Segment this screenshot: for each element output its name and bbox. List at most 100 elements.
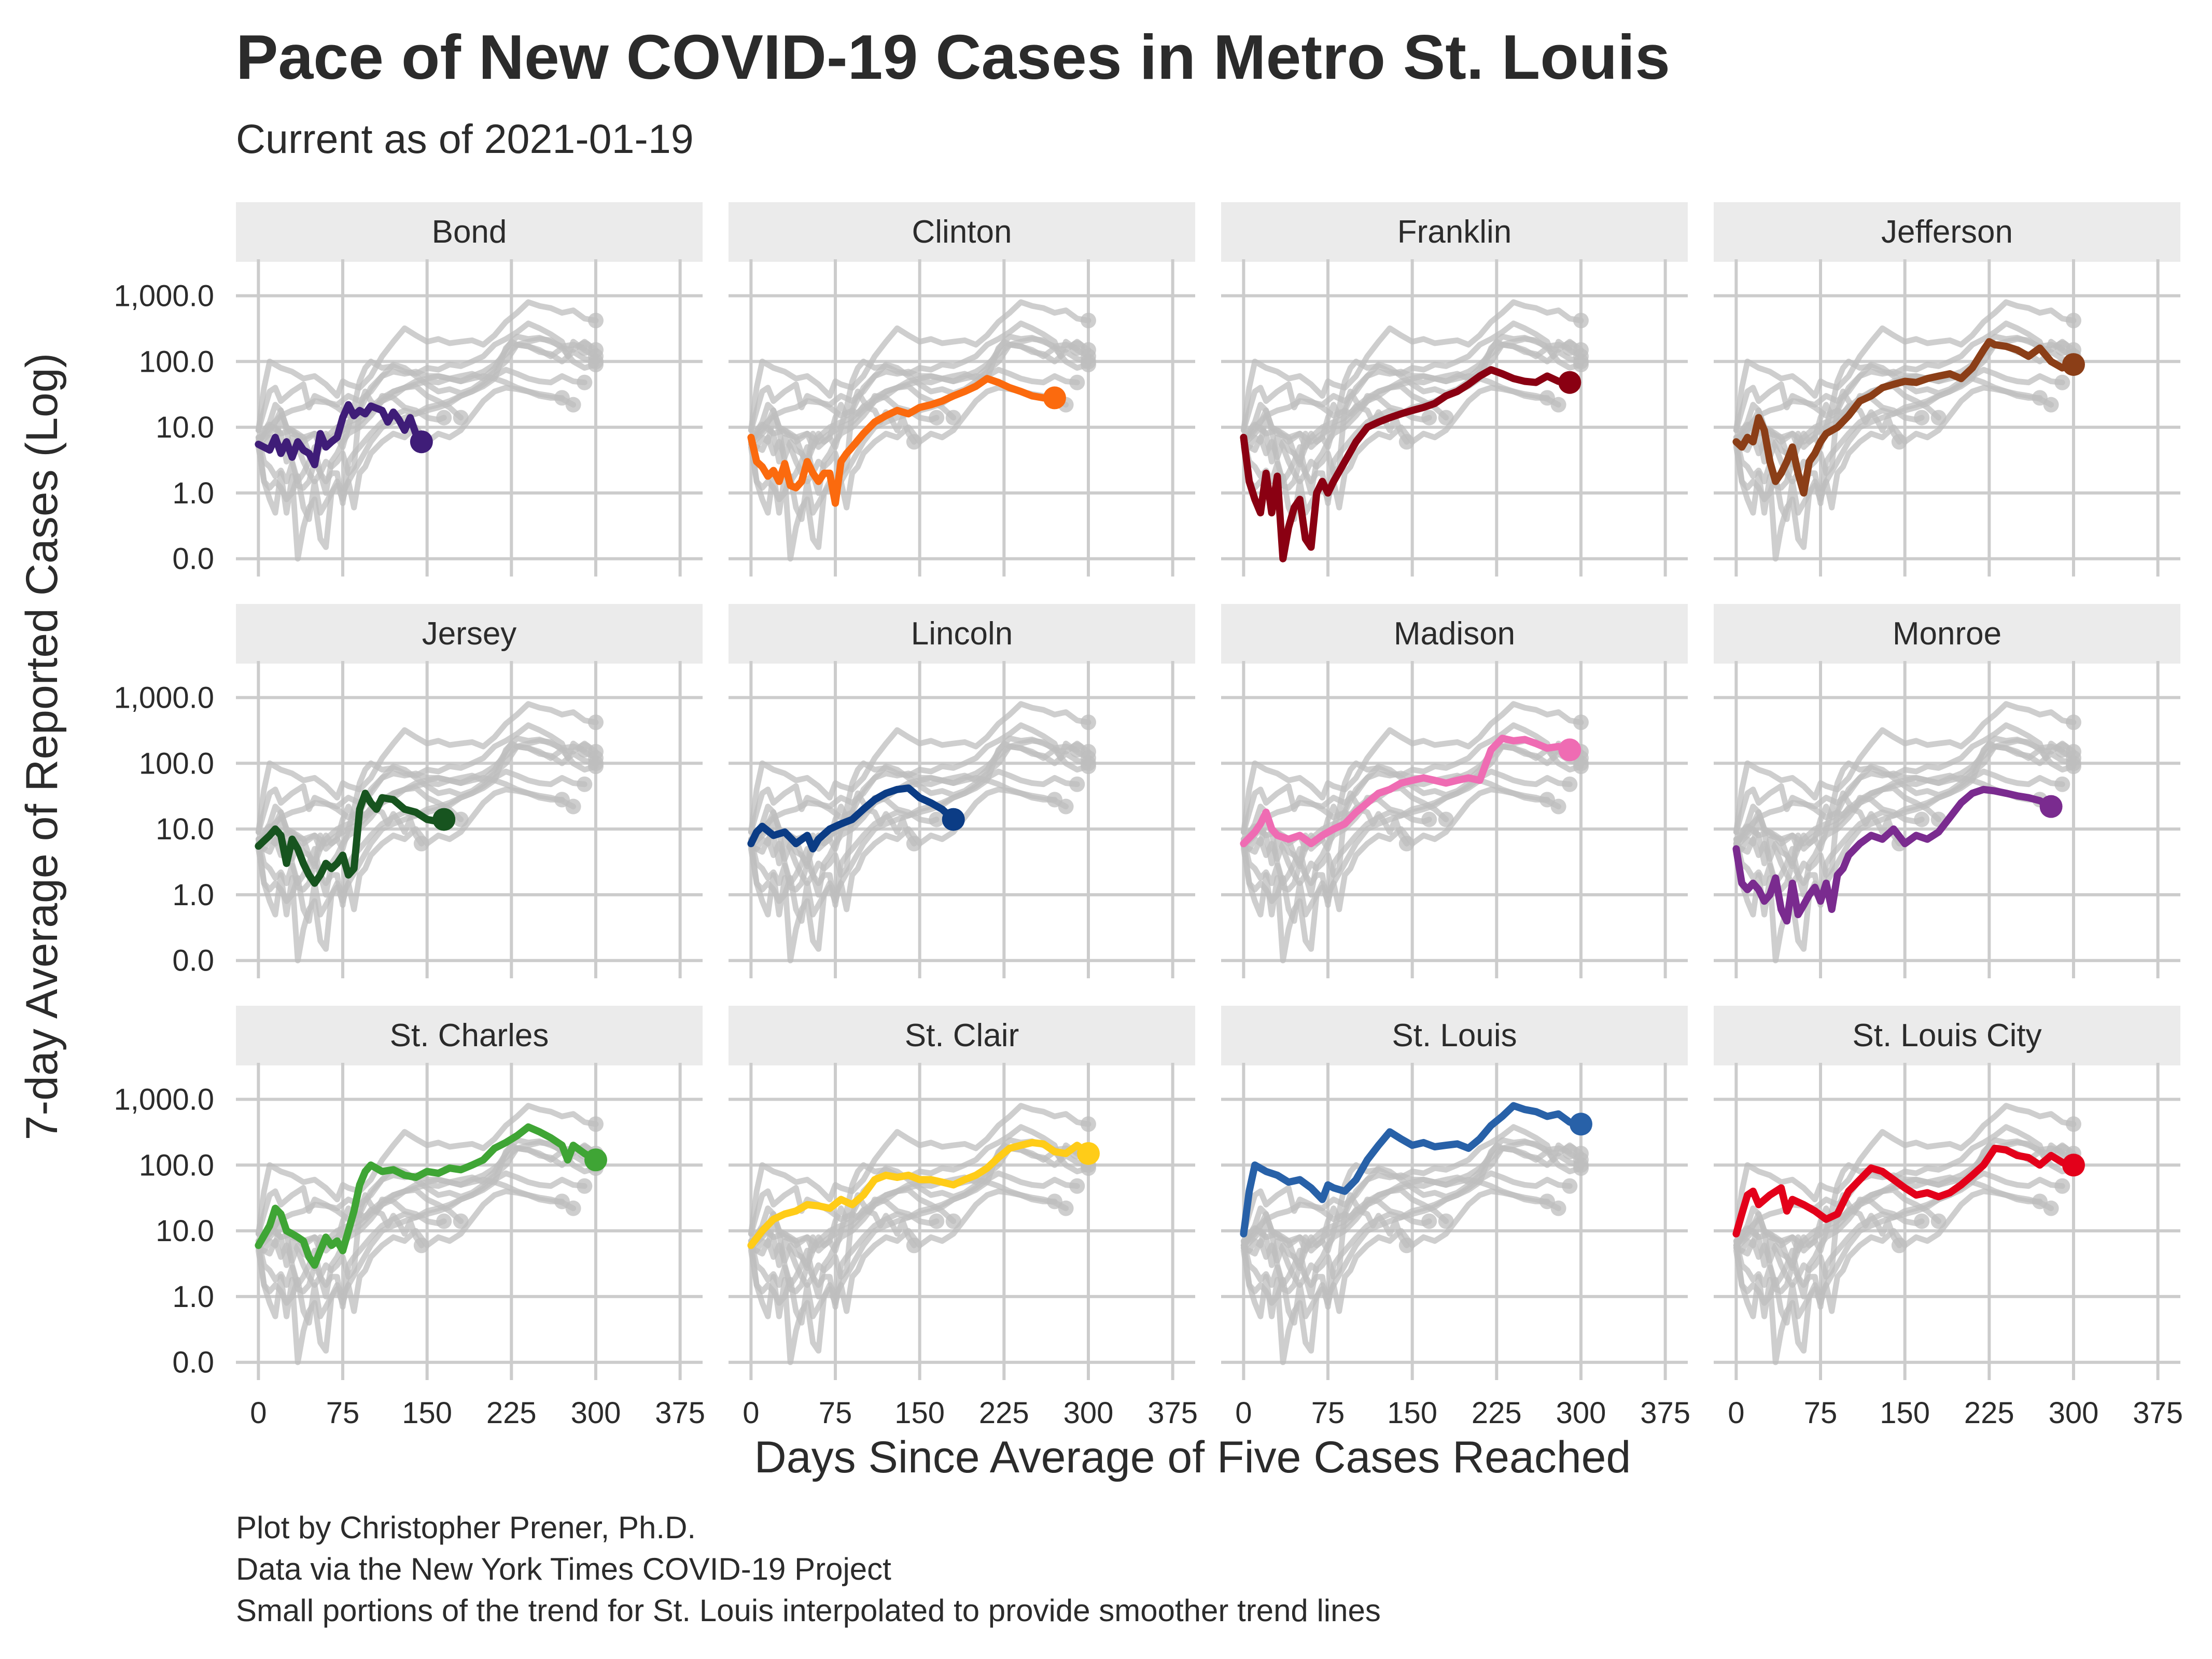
series-endpoint-background-st-louis-city	[1573, 755, 1589, 771]
series-endpoint-monroe	[2039, 795, 2063, 818]
panel-jefferson: Jefferson	[1714, 202, 2180, 577]
panel-lincoln: Lincoln	[729, 604, 1195, 978]
series-line-background-st-louis-city	[1240, 1145, 1584, 1237]
series-line-st-louis-city	[1732, 1144, 2077, 1238]
series-line-jersey	[255, 790, 448, 887]
series-endpoint-background-monroe	[1550, 397, 1566, 413]
series-endpoint-background-franklin	[577, 776, 593, 792]
series-endpoint-background-jersey	[436, 410, 452, 426]
series-endpoint-background-st-clair	[1080, 342, 1096, 358]
series-endpoint-background-st-louis	[587, 313, 604, 329]
series-line-monroe	[1732, 785, 2055, 925]
series-line-background-jersey	[255, 1192, 447, 1288]
series-endpoint-jersey	[432, 808, 456, 831]
series-endpoint-madison	[1558, 738, 1581, 762]
facet-label: Lincoln	[911, 616, 1013, 652]
facet-label: St. Charles	[390, 1018, 549, 1053]
series-line-background-monroe	[1240, 1188, 1562, 1326]
panel-jersey: Jersey 0.0 1.0 10.0 100.0 1,000.0	[114, 604, 703, 978]
background-series	[1733, 701, 2081, 964]
series-line-background-jersey	[1733, 790, 1925, 887]
series-endpoint-background-st-clair	[1573, 1145, 1589, 1161]
facet-label: Clinton	[912, 214, 1012, 250]
facet-strip	[1714, 202, 2180, 262]
y-axis-label: 7-day Average of Reported Cases (Log)	[17, 353, 67, 1141]
series-endpoint-background-st-clair	[1573, 342, 1589, 358]
y-tick-label: 1.0	[172, 1280, 214, 1314]
series-line-bond	[255, 401, 425, 469]
series-endpoint-background-st-louis	[1080, 313, 1096, 329]
series-endpoint-background-st-louis-city	[1080, 354, 1096, 370]
series-endpoint-background-monroe	[1550, 798, 1566, 814]
series-line-background-st-charles	[1733, 722, 2077, 866]
series-line-background-jersey	[748, 1192, 940, 1288]
background-series	[1240, 299, 1589, 522]
background-series	[255, 701, 604, 964]
series-endpoint-background-franklin	[577, 1178, 593, 1194]
series-endpoint-background-monroe	[565, 397, 581, 413]
series-endpoint-st-charles	[584, 1148, 607, 1172]
x-tick-label: 150	[1880, 1396, 1930, 1430]
y-tick-label: 1,000.0	[114, 1083, 214, 1117]
x-tick-label: 225	[1472, 1396, 1522, 1430]
series-endpoint-background-franklin	[2054, 1178, 2070, 1194]
y-tick-label: 10.0	[156, 411, 214, 444]
series-line-background-monroe	[255, 385, 577, 522]
series-line-background-st-louis	[255, 701, 599, 835]
series-endpoint-st-louis-city	[2062, 1154, 2085, 1177]
series-line-background-st-louis-city	[1240, 342, 1584, 433]
series-line-jefferson	[1732, 338, 2077, 497]
series-endpoint-background-monroe	[2043, 1200, 2059, 1216]
facet-strip	[729, 202, 1195, 262]
y-tick-label: 10.0	[156, 812, 214, 846]
y-tick-label: 1,000.0	[114, 279, 214, 313]
x-tick-label: 0	[1728, 1396, 1744, 1430]
background-series	[748, 701, 1096, 964]
x-tick-label: 375	[655, 1396, 705, 1430]
series-line-background-st-louis	[255, 299, 599, 433]
series-line-background-monroe	[1733, 1188, 2054, 1326]
series-endpoint-background-franklin	[1069, 776, 1085, 792]
series-line-background-st-charles	[748, 320, 1091, 465]
series-line-background-st-louis	[748, 1103, 1091, 1237]
x-tick-label: 225	[1964, 1396, 2014, 1430]
panel-st-louis: St. Louis 0 75 150 225 300 375	[1221, 1006, 1690, 1430]
series-endpoint-background-jersey	[1914, 811, 1930, 827]
facet-strip	[236, 604, 703, 664]
x-tick-label: 225	[486, 1396, 537, 1430]
panel-bond: Bond 0.0 1.0 10.0 100.0 1,000.0	[114, 202, 703, 577]
x-tick-label: 75	[326, 1396, 360, 1430]
x-tick-label: 300	[571, 1396, 621, 1430]
x-tick-label: 375	[1147, 1396, 1198, 1430]
x-tick-label: 300	[2049, 1396, 2099, 1430]
y-tick-label: 1.0	[172, 476, 214, 510]
series-line-background-st-louis	[748, 701, 1091, 835]
series-endpoint-background-monroe	[2043, 397, 2059, 413]
series-line-background-st-charles	[255, 320, 599, 465]
series-endpoint-background-st-louis-city	[2065, 755, 2081, 771]
series-line-background-monroe	[1240, 786, 1562, 924]
series-endpoint-st-louis	[1569, 1113, 1592, 1136]
series-line-background-jersey	[748, 388, 940, 485]
series-endpoint-background-monroe	[1550, 1200, 1566, 1216]
series-endpoint-background-st-louis-city	[587, 755, 604, 771]
x-tick-label: 0	[743, 1396, 759, 1430]
series-endpoint-background-franklin	[2054, 374, 2070, 390]
x-tick-label: 0	[1235, 1396, 1252, 1430]
series-line-background-st-louis	[1733, 1103, 2077, 1237]
caption-line-3: Small portions of the trend for St. Loui…	[236, 1593, 1381, 1628]
series-endpoint-background-monroe	[565, 1200, 581, 1216]
facet-panels: Bond 0.0 1.0 10.0 100.0 1,000.0 Clinton Frankli…	[114, 202, 2183, 1430]
series-endpoint-background-jersey	[1914, 410, 1930, 426]
x-tick-label: 75	[1804, 1396, 1838, 1430]
panel-franklin: Franklin	[1221, 202, 1688, 577]
panel-st-louis-city: St. Louis City 0 75 150 225 300 375	[1714, 1006, 2183, 1430]
series-endpoint-background-jersey	[929, 811, 945, 827]
y-tick-label: 1,000.0	[114, 681, 214, 715]
background-series	[748, 299, 1096, 562]
series-line-madison	[1240, 735, 1574, 848]
series-line-background-st-charles	[1240, 1124, 1584, 1268]
series-line-background-monroe	[748, 385, 1069, 522]
series-endpoint-background-st-louis	[587, 714, 604, 730]
series-endpoint-background-jersey	[1421, 410, 1437, 426]
